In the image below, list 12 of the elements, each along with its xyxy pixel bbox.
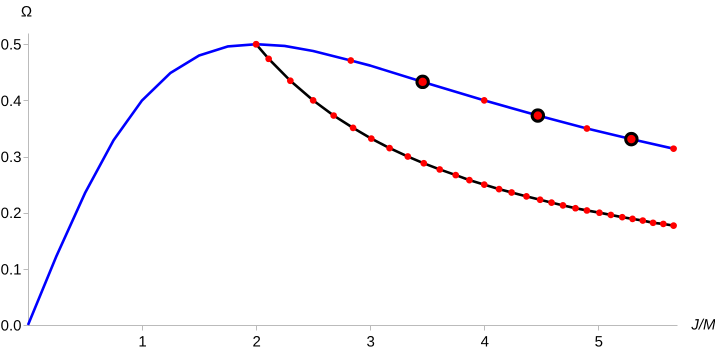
- x-tick-label: 3: [366, 334, 375, 350]
- y-axis-title: Ω: [20, 4, 32, 20]
- y-tick-label: 0.3: [0, 149, 22, 166]
- y-tick-label: 0.0: [0, 318, 22, 334]
- x-tick-label: 4: [480, 334, 489, 350]
- x-tick-label: 1: [138, 334, 147, 350]
- y-tick-label: 0.2: [0, 205, 22, 222]
- y-tick-label: 0.5: [0, 36, 22, 54]
- x-tick-label: 2: [252, 334, 261, 350]
- y-tick-label: 0.1: [0, 261, 22, 278]
- x-tick-label: 5: [594, 334, 603, 350]
- y-tick-label: 0.4: [0, 92, 22, 110]
